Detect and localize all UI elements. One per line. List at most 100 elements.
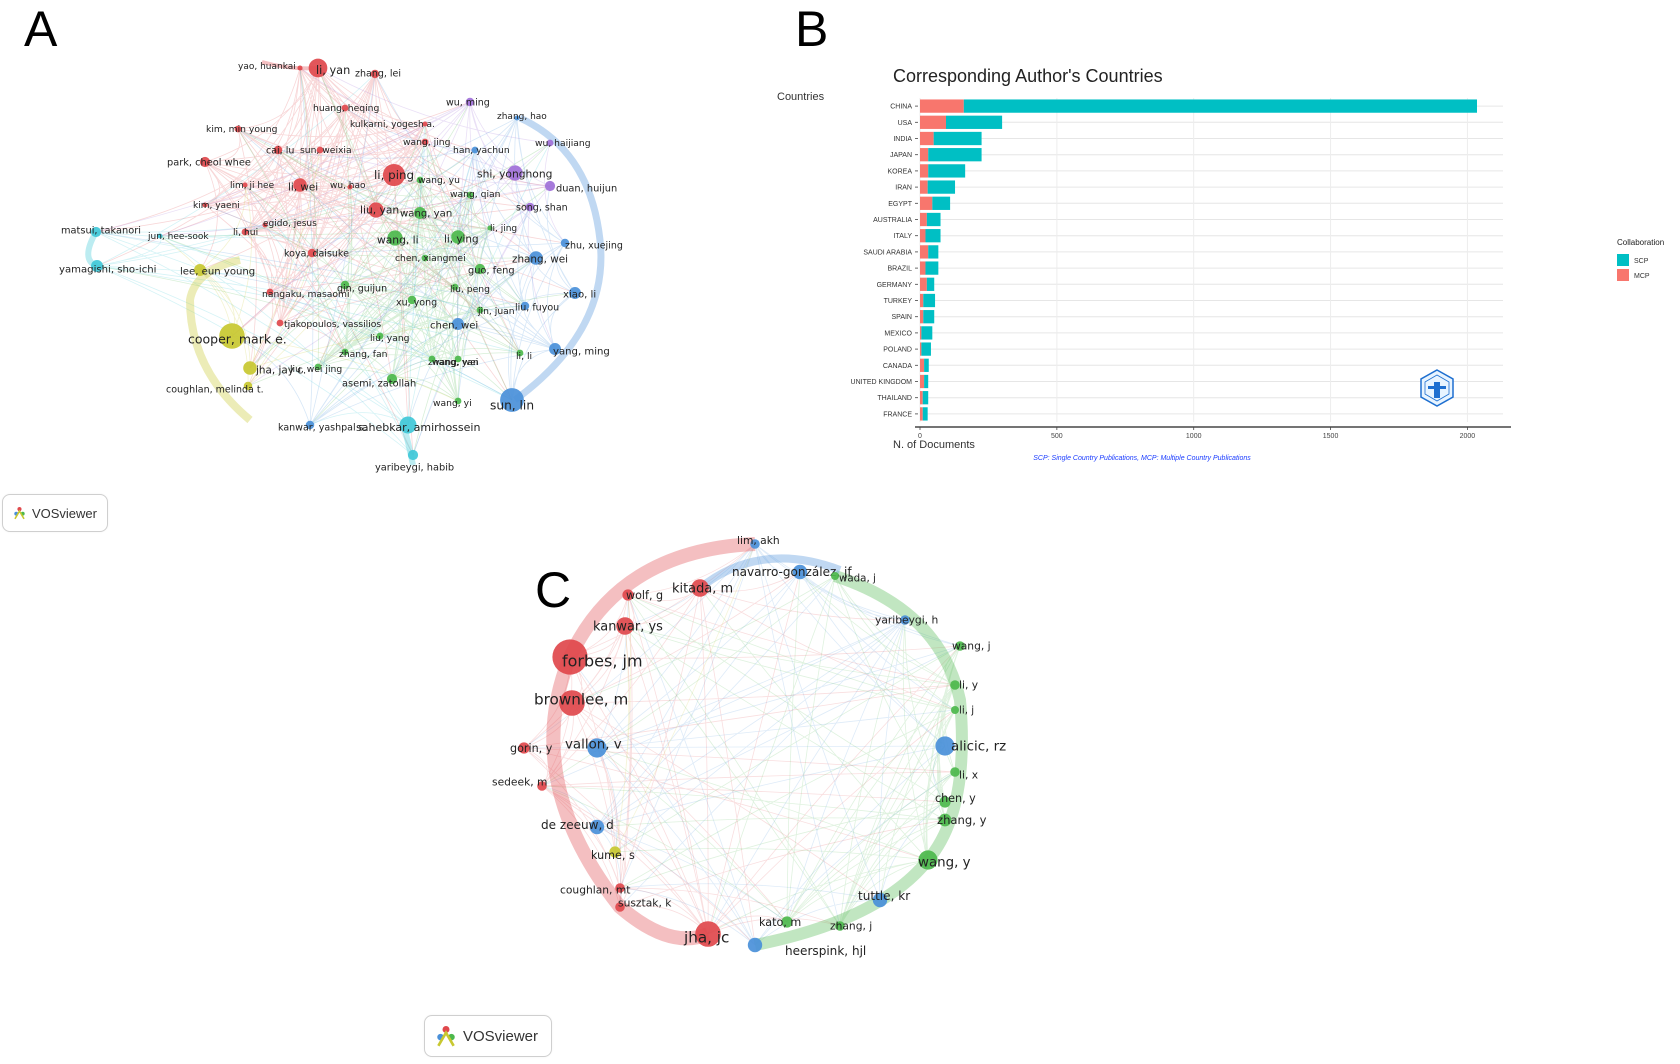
node-circle[interactable] — [202, 202, 208, 208]
node-circle[interactable] — [918, 850, 938, 870]
node-circle[interactable] — [276, 319, 284, 327]
node-zhang-y[interactable]: zhang, y — [937, 813, 987, 827]
node-circle[interactable] — [560, 238, 570, 248]
node-circle[interactable] — [471, 146, 479, 154]
node-circle[interactable] — [792, 564, 808, 580]
node-sedeek-m[interactable]: sedeek, m — [492, 776, 547, 791]
node-wolf-g[interactable]: wolf, g — [622, 589, 663, 602]
node-circle[interactable] — [242, 182, 248, 188]
node-circle[interactable] — [370, 69, 380, 79]
node-circle[interactable] — [219, 323, 245, 349]
node-sun-lin[interactable]: sun, lin — [490, 388, 534, 412]
node-lim-ji-hee[interactable]: lim, ji hee — [230, 181, 275, 191]
node-circle[interactable] — [243, 381, 253, 391]
node-circle[interactable] — [691, 579, 709, 597]
node-circle[interactable] — [421, 254, 429, 262]
node-koya-daisuke[interactable]: koya, daisuke — [284, 248, 349, 259]
node-liu-yan[interactable]: liu, yan — [360, 202, 399, 218]
node-circle[interactable] — [382, 163, 406, 187]
node-circle[interactable] — [514, 115, 520, 121]
node-wang-li[interactable]: wang, li — [377, 230, 419, 247]
node-circle[interactable] — [695, 921, 721, 947]
node-wang-j[interactable]: wang, j — [952, 640, 991, 653]
node-circle[interactable] — [616, 617, 634, 635]
node-kitada-m[interactable]: kitada, m — [672, 579, 733, 597]
node-circle[interactable] — [305, 420, 315, 430]
node-lim-akh[interactable]: lim, akh — [737, 534, 780, 549]
coauthor-network-a[interactable]: yao, huankai li, yan zhang, lei huang, heqi… — [0, 0, 700, 530]
node-kim-yaeni[interactable]: kim, yaeni — [193, 201, 240, 211]
node-circle[interactable] — [529, 251, 543, 265]
node-circle[interactable] — [241, 228, 249, 236]
node-wu-hao[interactable]: wu, hao — [330, 181, 366, 191]
node-circle[interactable] — [622, 589, 634, 601]
node-circle[interactable] — [451, 283, 459, 291]
node-yaribeygi-habib[interactable]: yaribeygi, habib — [375, 449, 454, 474]
node-circle[interactable] — [234, 125, 242, 133]
node-jun-hee-sook[interactable]: jun, hee-sook — [147, 232, 209, 242]
node-circle[interactable] — [520, 301, 530, 311]
node-circle[interactable] — [266, 288, 274, 296]
node-circle[interactable] — [465, 97, 475, 107]
node-li-li[interactable]: li, li — [516, 349, 532, 363]
node-sun-weixia[interactable]: sun, weixia — [300, 145, 352, 156]
node-circle[interactable] — [90, 226, 102, 238]
node-zhu-xuejing[interactable]: zhu, xuejing — [560, 238, 623, 252]
node-han-yachun[interactable]: han, yachun — [453, 145, 510, 156]
node-circle[interactable] — [421, 138, 429, 146]
node-liu-fuyou[interactable]: liu, fuyou — [515, 301, 559, 314]
node-navarro-gonz-lez-jf[interactable]: navarro-gonzález, jf — [732, 564, 852, 580]
node-zhang-fan[interactable]: zhang, fan — [339, 348, 388, 361]
node-circle[interactable] — [537, 781, 547, 791]
node-li-y[interactable]: li, y — [950, 679, 978, 692]
node-circle[interactable] — [951, 706, 959, 714]
node-circle[interactable] — [341, 104, 349, 112]
node-coughlan-melinda-t[interactable]: coughlan, melinda t. — [166, 381, 264, 396]
node-qin-guijun[interactable]: qin, guijun — [337, 280, 387, 295]
node-park-cheol-whee[interactable]: park, cheol whee — [167, 156, 251, 169]
node-chen-wei[interactable]: chen, wei — [430, 318, 478, 332]
node-circle[interactable] — [451, 230, 465, 244]
node-circle[interactable] — [454, 355, 462, 363]
node-xu-yong[interactable]: xu, yong — [396, 295, 437, 309]
node-kulkarni-yogesh-a[interactable]: kulkarni, yogesh a. — [350, 120, 435, 130]
node-circle[interactable] — [368, 202, 384, 218]
node-circle[interactable] — [615, 883, 625, 893]
node-circle[interactable] — [587, 738, 607, 758]
node-wang-y[interactable]: wang, y — [918, 850, 971, 871]
node-circle[interactable] — [422, 121, 428, 127]
node-circle[interactable] — [428, 355, 436, 363]
node-wang-wei[interactable]: wang, wei — [428, 355, 479, 369]
node-cooper-mark-e[interactable]: cooper, mark e. — [188, 323, 287, 349]
node-circle[interactable] — [407, 449, 419, 461]
node-circle[interactable] — [589, 819, 605, 835]
node-wang-yi[interactable]: wang, yi — [433, 397, 472, 410]
node-yao-huankai[interactable]: yao, huankai — [238, 62, 303, 72]
node-circle[interactable] — [476, 306, 484, 314]
node-circle[interactable] — [307, 248, 317, 258]
node-li-yan[interactable]: li, yan — [308, 58, 351, 78]
node-circle[interactable] — [872, 892, 888, 908]
node-circle[interactable] — [262, 222, 268, 228]
node-zhang-hao[interactable]: zhang, hao — [497, 112, 547, 122]
node-circle[interactable] — [831, 572, 839, 580]
node-circle[interactable] — [199, 156, 211, 168]
node-circle[interactable] — [347, 184, 353, 190]
node-chen-y[interactable]: chen, y — [935, 792, 976, 808]
node-circle[interactable] — [466, 191, 474, 199]
node-circle[interactable] — [935, 736, 955, 756]
node-tjakopoulos-vassilios[interactable]: tjakopoulos, vassilios — [276, 319, 382, 330]
node-circle[interactable] — [518, 742, 530, 754]
node-coughlan-mt[interactable]: coughlan, mt — [560, 883, 630, 897]
node-circle[interactable] — [569, 287, 581, 299]
node-yaribeygi-h[interactable]: yaribeygi, h — [875, 614, 938, 627]
node-circle[interactable] — [308, 58, 328, 78]
node-circle[interactable] — [386, 373, 398, 385]
node-zhang-lei[interactable]: zhang, lei — [355, 68, 401, 79]
node-circle[interactable] — [194, 264, 206, 276]
node-circle[interactable] — [293, 178, 307, 192]
node-circle[interactable] — [938, 813, 952, 827]
node-gorin-y[interactable]: gorin, y — [510, 742, 553, 755]
node-circle[interactable] — [546, 139, 554, 147]
node-li-ying[interactable]: li, ying — [444, 230, 479, 246]
